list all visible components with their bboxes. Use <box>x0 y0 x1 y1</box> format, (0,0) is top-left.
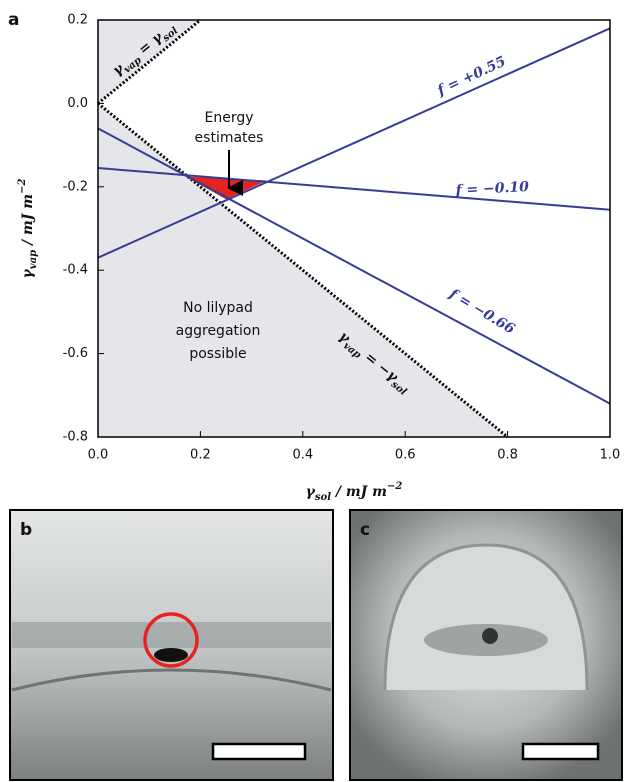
y-tick-label: -0.4 <box>63 263 88 278</box>
photo-c: c <box>349 509 623 781</box>
subscript: vap <box>28 250 39 269</box>
subscript: sol <box>315 492 331 503</box>
plot-frame <box>97 19 611 438</box>
superscript: −2 <box>17 179 28 194</box>
x-tick-label: 0.8 <box>497 448 518 463</box>
label-text: / mJ m <box>20 194 36 250</box>
reference-line <box>97 102 509 439</box>
vial-dome <box>383 543 589 691</box>
x-axis-label: γsol / mJ m−2 <box>306 481 403 503</box>
label-text: γ <box>20 268 36 278</box>
annotation: Energy <box>204 110 253 126</box>
lilypad <box>154 648 188 662</box>
y-tick-label: 0.0 <box>67 96 88 111</box>
annotation: aggregation <box>176 323 261 339</box>
x-tick-label: 0.2 <box>190 448 211 463</box>
scale-bar <box>521 742 600 761</box>
y-tick-label: -0.6 <box>63 346 88 361</box>
x-tick-label: 0.0 <box>88 448 109 463</box>
panel-label: c <box>360 520 370 540</box>
meniscus <box>11 668 332 692</box>
label-text: γ <box>306 484 316 500</box>
photo-b: b <box>9 509 334 781</box>
lilypad <box>482 628 498 644</box>
x-tick-label: 1.0 <box>600 448 621 463</box>
x-tick-label: 0.6 <box>395 448 416 463</box>
annotation: No lilypad <box>183 300 253 316</box>
panel-label: a <box>8 10 19 30</box>
y-tick-label: 0.2 <box>67 13 88 28</box>
y-axis-label: γvap / mJ m−2 <box>17 179 39 279</box>
label-text: / mJ m <box>331 484 387 500</box>
x-tick-label: 0.4 <box>292 448 313 463</box>
data-line <box>97 127 611 405</box>
highlight-circle <box>143 612 199 668</box>
data-line <box>97 27 611 259</box>
series-label: f = −0.10 <box>454 179 529 199</box>
panel-label: b <box>20 520 32 540</box>
energy-region <box>185 176 267 200</box>
annotation: possible <box>189 346 246 362</box>
scale-bar <box>211 742 307 761</box>
annotation: estimates <box>195 130 264 146</box>
y-tick-label: -0.2 <box>63 179 88 194</box>
vessel-rim <box>12 622 331 648</box>
y-tick-label: -0.8 <box>63 430 88 445</box>
superscript: −2 <box>387 481 402 492</box>
excluded-region <box>98 20 201 104</box>
